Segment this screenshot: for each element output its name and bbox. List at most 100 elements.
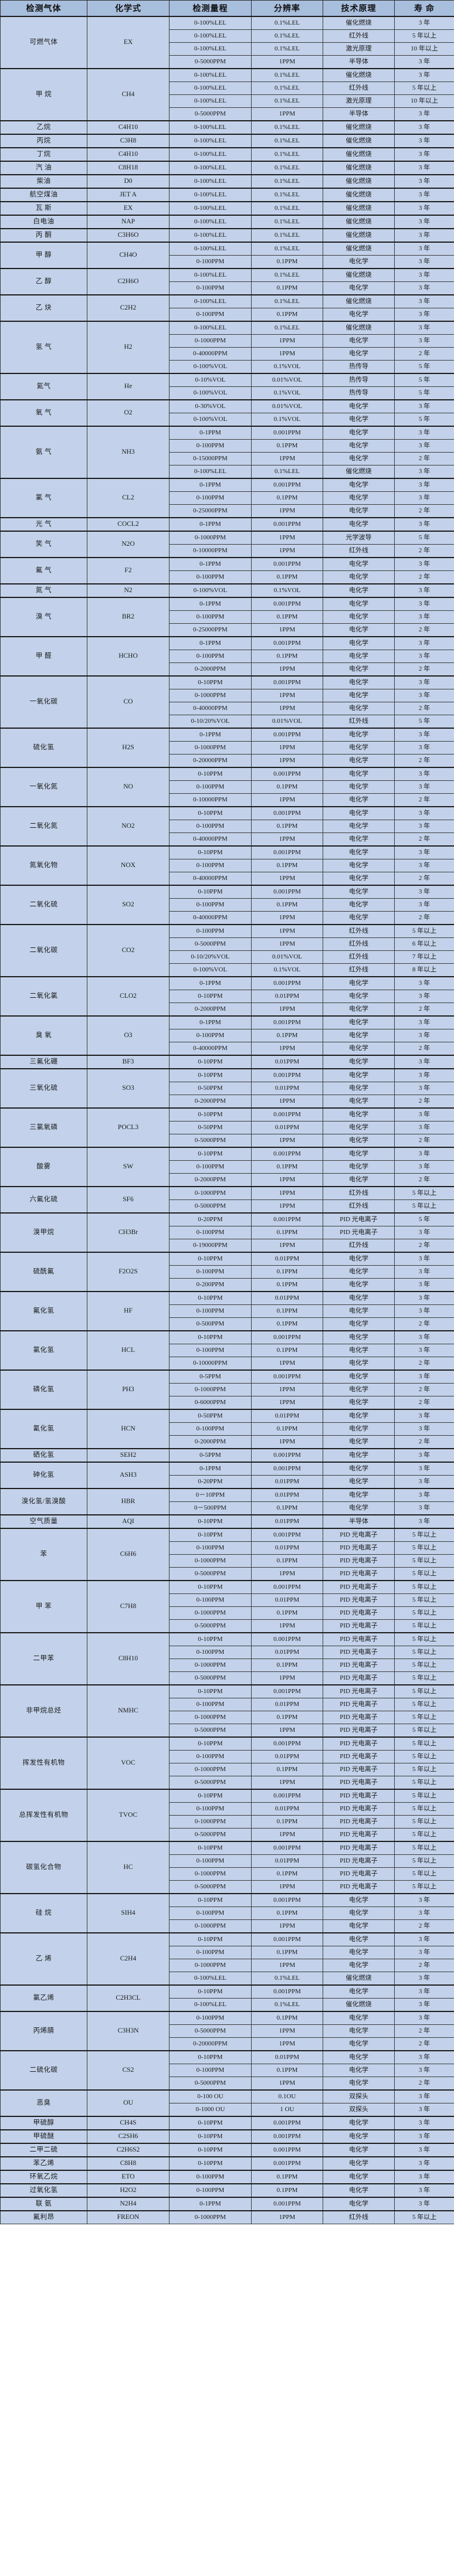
- chemical-formula-cell: C8H8: [87, 2156, 170, 2171]
- chemical-formula-cell: BR2: [87, 597, 170, 637]
- detection-range-cell: 0-15000PPM: [169, 452, 252, 465]
- detection-range-cell: 0-100%LEL: [169, 268, 252, 282]
- resolution-cell: 1PPM: [251, 741, 323, 755]
- detection-range-cell: 0-100PPM: [169, 610, 252, 624]
- header-row: 检测气体 化学式 检测量程 分辨率 技术原理 寿 命: [0, 0, 454, 17]
- resolution-cell: 1PPM: [251, 531, 323, 545]
- table-row: 溴化氢/氢溴酸 HBR 0－10PPM 0.01PPM 电化学 3 年: [0, 1488, 454, 1515]
- technology-cell: 电化学: [323, 1042, 395, 1056]
- detection-range-cell: 0-40000PPM: [169, 702, 252, 715]
- technology-cell: 红外线: [323, 544, 395, 558]
- technology-cell: 电化学: [323, 1304, 395, 1318]
- technology-cell: 半导体: [323, 55, 395, 69]
- chemical-formula-cell: HCN: [87, 1409, 170, 1449]
- technology-cell: 电化学: [323, 1396, 395, 1410]
- technology-cell: 电化学: [323, 1409, 395, 1423]
- detection-range-cell: 0-40000PPM: [169, 347, 252, 361]
- lifespan-cell: 5 年以上: [394, 1541, 454, 1555]
- technology-cell: 热传导: [323, 386, 395, 400]
- gas-name-cell: 丙烷: [0, 134, 87, 148]
- chemical-formula-cell: He: [87, 373, 170, 400]
- detection-range-cell: 0-100PPM: [169, 1226, 252, 1239]
- table-row: 0-100%VOL 0.1%VOL 热传导 5 年: [1, 386, 454, 400]
- gas-name-cell: 光 气: [0, 517, 87, 532]
- gas-name-cell: 可燃气体: [0, 16, 87, 69]
- gas-name-cell: 一氧化碳: [0, 675, 87, 729]
- resolution-cell: 0.1PPM: [251, 255, 323, 269]
- table-row: 0-6000PPM 1PPM 电化学 2 年: [1, 1396, 454, 1410]
- table-row: 瓦 斯 EX 0-100%LEL 0.1%LEL 催化燃烧 3 年: [0, 201, 454, 216]
- lifespan-cell: 3 年: [394, 107, 454, 121]
- chemical-formula-cell: SO2: [87, 885, 170, 925]
- table-row: 挥发性有机物 VOC 0-10PPM 0.001PPM PID 光电离子 5 年以上: [0, 1736, 454, 1790]
- table-row: 非甲烷总烃 NMHC 0-10PPM 0.001PPM PID 光电离子 5 年以上: [0, 1684, 454, 1738]
- detection-range-cell: 0-10PPM: [169, 1147, 252, 1161]
- lifespan-cell: 3 年: [394, 1160, 454, 1174]
- lifespan-cell: 3 年: [394, 1147, 454, 1161]
- table-row: 0-100%LEL 0.1%LEL 激光原理 10 年以上: [1, 94, 454, 108]
- resolution-cell: 1PPM: [251, 1383, 323, 1396]
- resolution-cell: 0.1PPM: [251, 820, 323, 833]
- detection-range-cell: 0-100PPM: [169, 650, 252, 663]
- table-row: 硒化氢 SEH2 0-5PPM 0.001PPM 电化学 3 年: [0, 1448, 454, 1463]
- detection-range-cell: 0-10PPM: [169, 2143, 252, 2157]
- detection-range-cell: 0-10PPM: [169, 1684, 252, 1698]
- table-row: 0-100PPM 0.1PPM 电化学 3 年: [1, 2064, 454, 2077]
- table-row: 二氧化氮 NO2 0-10PPM 0.001PPM 电化学 3 年: [0, 806, 454, 847]
- technology-cell: 电化学: [323, 2197, 395, 2211]
- detection-range-cell: 0-6000PPM: [169, 1396, 252, 1410]
- lifespan-cell: 3 年: [394, 399, 454, 413]
- resolution-cell: 1PPM: [251, 334, 323, 348]
- technology-cell: PID 光电离子: [323, 1698, 395, 1711]
- table-row: 0-1000PPM 0.1PPM PID 光电离子 5 年以上: [1, 1763, 454, 1776]
- technology-cell: 电化学: [323, 2064, 395, 2077]
- table-row: 0-100PPM 0.1PPM 电化学 3 年: [1, 780, 454, 794]
- gas-name-cell: 甲硫醇: [0, 2116, 87, 2130]
- lifespan-cell: 3 年: [394, 68, 454, 82]
- table-row: 碳氢化合物 HC 0-10PPM 0.001PPM PID 光电离子 5 年以上: [0, 1841, 454, 1894]
- detection-range-cell: 0-10PPM: [169, 1932, 252, 1946]
- detection-range-cell: 0-1000PPM: [169, 1383, 252, 1396]
- chemical-formula-cell: BF3: [87, 1055, 170, 1069]
- technology-cell: 电化学: [323, 1265, 395, 1279]
- chemical-formula-cell: SW: [87, 1147, 170, 1187]
- resolution-cell: 0.001PPM: [251, 1107, 323, 1122]
- lifespan-cell: 3 年: [394, 1488, 454, 1502]
- detection-range-cell: 0-19000PPM: [169, 1239, 252, 1253]
- resolution-cell: 0.1PPM: [251, 1906, 323, 1920]
- technology-cell: 催化燃烧: [323, 134, 395, 148]
- technology-cell: 电化学: [323, 570, 395, 584]
- resolution-cell: 0.01PPM: [251, 1802, 323, 1816]
- technology-cell: PID 光电离子: [323, 1867, 395, 1881]
- technology-cell: 电化学: [323, 689, 395, 702]
- table-row: 溴 气 BR2 0-1PPM 0.001PPM 电化学 3 年: [0, 597, 454, 637]
- gas-name-cell: 二氧化碳: [0, 924, 87, 977]
- chemical-formula-cell: PH3: [87, 1369, 170, 1410]
- detection-range-cell: 0-25000PPM: [169, 504, 252, 518]
- technology-cell: 电化学: [323, 1173, 395, 1187]
- gas-name-cell: 一氧化氮: [0, 767, 87, 807]
- chemical-formula-cell: O2: [87, 399, 170, 427]
- chemical-formula-cell: C4H10: [87, 120, 170, 135]
- detection-range-cell: 0-5000PPM: [169, 1828, 252, 1842]
- lifespan-cell: 5 年以上: [394, 1776, 454, 1790]
- table-row: 0-40000PPM 1PPM 电化学 2 年: [1, 872, 454, 886]
- resolution-cell: 0.1PPM: [251, 2183, 323, 2198]
- detection-range-cell: 0-100PPM: [169, 820, 252, 833]
- lifespan-cell: 5 年以上: [394, 1698, 454, 1711]
- detection-range-cell: 0-5000PPM: [169, 2024, 252, 2038]
- technology-cell: 电化学: [323, 452, 395, 465]
- lifespan-cell: 3 年: [394, 2197, 454, 2211]
- resolution-cell: 0.01PPM: [251, 1252, 323, 1266]
- detection-range-cell: 0-1000PPM: [169, 741, 252, 755]
- lifespan-cell: 3 年: [394, 1068, 454, 1082]
- resolution-cell: 1PPM: [251, 1186, 323, 1200]
- table-row: 0-100PPM 0.1PPM 电化学 3 年: [1, 491, 454, 505]
- lifespan-cell: 3 年: [394, 741, 454, 755]
- resolution-cell: 0.1%LEL: [251, 94, 323, 108]
- gas-name-cell: 甲硫醚: [0, 2129, 87, 2144]
- resolution-cell: 0.01PPM: [251, 1121, 323, 1134]
- resolution-cell: 1PPM: [251, 107, 323, 121]
- table-row: 一氧化氮 NO 0-10PPM 0.001PPM 电化学 3 年: [0, 767, 454, 807]
- table-row: 甲 醇 CH4O 0-100%LEL 0.1%LEL 催化燃烧 3 年: [0, 242, 454, 269]
